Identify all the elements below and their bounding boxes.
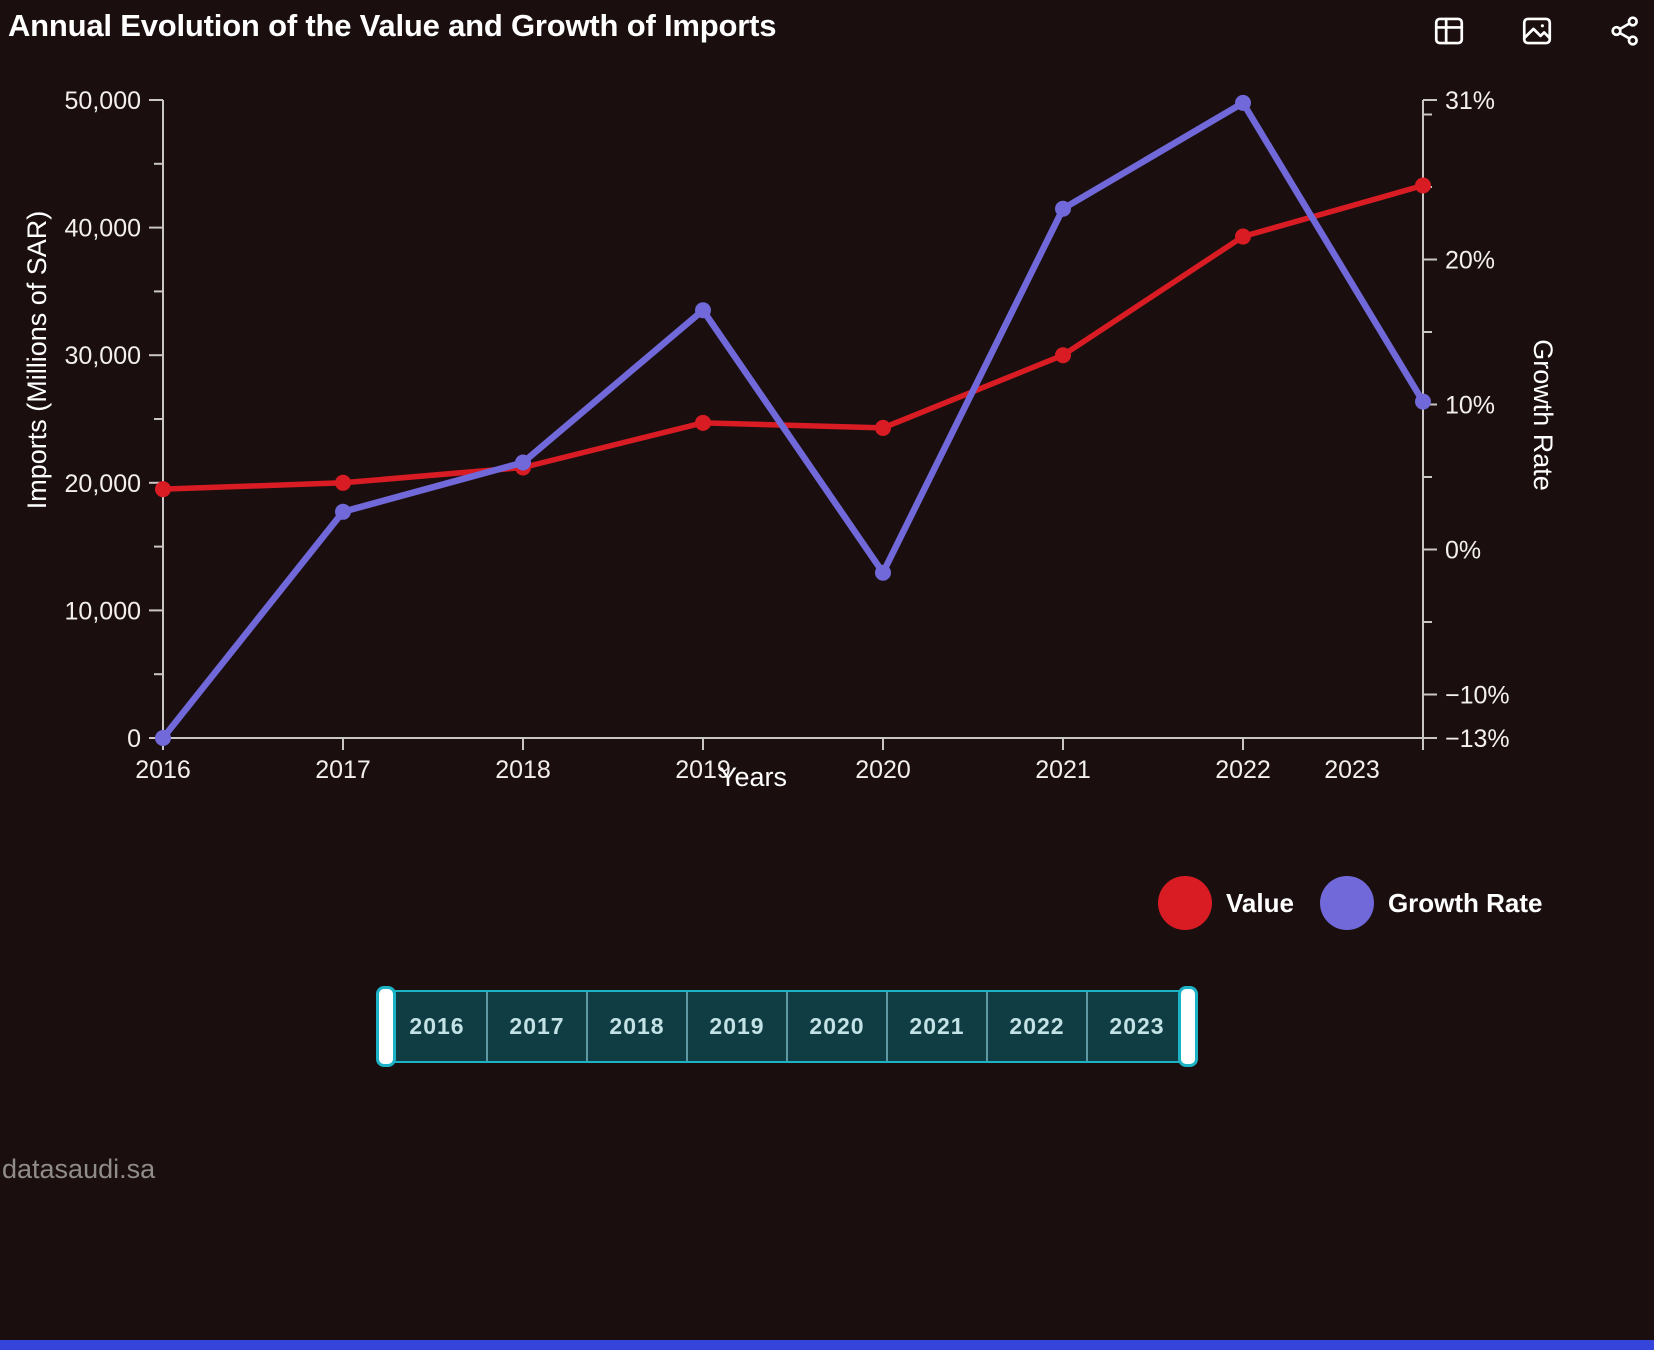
series-layer [155, 94, 1431, 746]
data-point-growth-rate-2023[interactable] [1415, 393, 1431, 410]
data-point-growth-rate-2022[interactable] [1235, 94, 1251, 111]
share-button[interactable] [1608, 14, 1642, 48]
series-line-growth-rate [159, 99, 1427, 742]
timeline-year-label: 2016 [409, 1013, 465, 1039]
timeline-year-2021[interactable]: 2021 [888, 992, 988, 1061]
data-point-value-2019[interactable] [695, 414, 711, 431]
series-line-value [160, 182, 1426, 492]
right-axis-tick-label: 10% [1445, 392, 1495, 420]
data-point-growth-rate-2021[interactable] [1055, 200, 1071, 217]
timeline-year-2020[interactable]: 2020 [788, 992, 888, 1061]
legend-item-value[interactable]: Value [1158, 876, 1294, 930]
left-axis-tick-label: 20,000 [65, 470, 141, 498]
x-axis-title: Years [719, 762, 787, 792]
x-axis-tick-label: 2018 [495, 756, 551, 784]
left-axis-tick-label: 30,000 [65, 342, 141, 370]
data-point-value-2021[interactable] [1055, 347, 1071, 364]
data-point-value-2022[interactable] [1235, 228, 1251, 245]
data-point-value-2016[interactable] [155, 481, 171, 498]
data-point-growth-rate-2016[interactable] [155, 730, 171, 746]
right-axis-tick-label: 20% [1445, 247, 1495, 275]
data-point-growth-rate-2020[interactable] [875, 564, 891, 581]
y-right-axis-title: Growth Rate [1528, 339, 1558, 491]
timeline-year-label: 2020 [809, 1013, 865, 1039]
left-axis-tick-label: 10,000 [65, 597, 141, 625]
x-axis-tick-label: 2022 [1215, 756, 1271, 784]
chart-legend: Value Growth Rate [1158, 876, 1543, 930]
x-axis-tick-label: 2020 [855, 756, 911, 784]
timeline-handle-right[interactable] [1178, 986, 1198, 1067]
timeline-year-2017[interactable]: 2017 [488, 992, 588, 1061]
table-view-icon [1434, 17, 1464, 45]
data-point-value-2023[interactable] [1415, 177, 1431, 194]
timeline-handle-left[interactable] [376, 986, 396, 1067]
right-axis-tick-label: 0% [1445, 537, 1481, 565]
timeline-year-2022[interactable]: 2022 [988, 992, 1088, 1061]
legend-dot-growth-rate [1319, 876, 1374, 930]
right-axis-tick-label: −10% [1445, 682, 1510, 710]
x-axis-tick-label: 2019 [675, 756, 731, 784]
y-left-axis-title: Imports (Millions of SAR) [22, 211, 52, 510]
legend-label: Growth Rate [1387, 887, 1543, 918]
timeline-year-label: 2019 [709, 1013, 765, 1039]
left-axis-tick-label: 50,000 [65, 87, 141, 115]
page-title: Annual Evolution of the Value and Growth… [8, 8, 777, 43]
bottom-accent-bar [0, 1340, 1654, 1350]
timeline-year-2023[interactable]: 2023 [1088, 992, 1186, 1061]
timeline: 2016 2017 2018 2019 2020 2021 2022 2023 [386, 990, 1188, 1063]
toolbar [1432, 14, 1642, 48]
line-chart: 0 10,000 20,000 30,000 40,000 50,000 31% 20% 10%… [22, 87, 1558, 792]
data-point-growth-rate-2018[interactable] [515, 454, 531, 471]
data-point-growth-rate-2017[interactable] [335, 503, 351, 520]
download-image-button[interactable] [1520, 14, 1554, 48]
data-point-value-2017[interactable] [335, 474, 351, 491]
x-axis-tick-label: 2023 [1324, 756, 1380, 784]
axes-layer: 0 10,000 20,000 30,000 40,000 50,000 31% 20% 10%… [65, 87, 1510, 784]
timeline-year-label: 2023 [1109, 1013, 1165, 1039]
timeline-year-label: 2022 [1009, 1013, 1065, 1039]
share-icon [1611, 16, 1638, 46]
data-point-value-2020[interactable] [875, 419, 891, 436]
x-axis-tick-label: 2021 [1035, 756, 1091, 784]
download-image-icon [1522, 17, 1552, 45]
left-axis-tick-label: 40,000 [65, 215, 141, 243]
left-axis-tick-label: 0 [127, 725, 141, 753]
timeline-year-label: 2021 [909, 1013, 965, 1039]
data-point-growth-rate-2019[interactable] [695, 302, 711, 319]
timeline-year-label: 2017 [509, 1013, 565, 1039]
source-link[interactable]: datasaudi.sa [2, 1154, 156, 1184]
timeline-year-2016[interactable]: 2016 [388, 992, 488, 1061]
table-view-button[interactable] [1432, 14, 1466, 48]
legend-dot-value [1158, 876, 1212, 930]
legend-item-growth-rate[interactable]: Growth Rate [1319, 876, 1543, 930]
x-axis-tick-label: 2017 [315, 756, 371, 784]
timeline-year-2019[interactable]: 2019 [688, 992, 788, 1061]
legend-label: Value [1226, 887, 1294, 918]
timeline-year-label: 2018 [609, 1013, 665, 1039]
timeline-year-2018[interactable]: 2018 [588, 992, 688, 1061]
right-axis-tick-label: 31% [1445, 87, 1495, 115]
x-axis-tick-label: 2016 [135, 756, 191, 784]
right-axis-tick-label: −13% [1445, 725, 1510, 753]
